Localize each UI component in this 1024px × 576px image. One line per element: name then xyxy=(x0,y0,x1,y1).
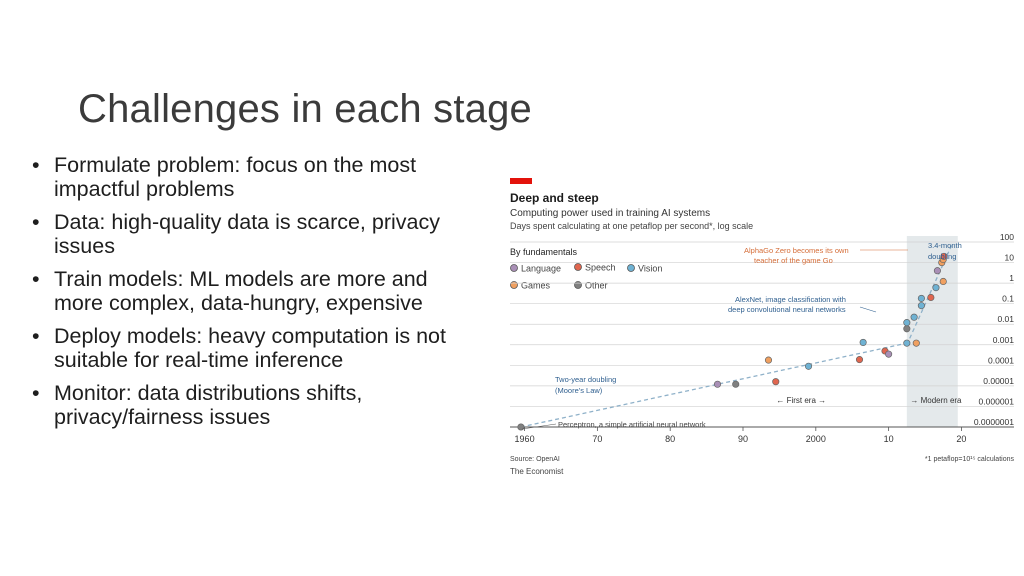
legend-label-vision: Vision xyxy=(638,264,662,274)
data-point xyxy=(517,423,525,431)
legend: Language Speech Vision Games Other xyxy=(510,263,662,291)
y-tick-label: 0.000001 xyxy=(979,396,1015,406)
bullet-text: Train models: ML models are more and mor… xyxy=(54,267,428,315)
data-point xyxy=(940,252,948,260)
y-tick-label: 0.00001 xyxy=(983,376,1014,386)
bullet-marker: • xyxy=(32,381,40,405)
data-point xyxy=(917,302,925,310)
data-point xyxy=(903,319,911,327)
data-point xyxy=(939,277,947,286)
legend-label-speech: Speech xyxy=(585,263,616,273)
data-point xyxy=(933,267,941,275)
legend-title: By fundamentals xyxy=(510,247,578,257)
era-label: → Modern era xyxy=(910,396,962,405)
x-tick-label: 80 xyxy=(665,434,675,444)
data-point xyxy=(885,350,893,358)
y-tick-label: 10 xyxy=(1005,253,1015,263)
y-tick-label: 0.01 xyxy=(997,314,1014,324)
compute-chart: Deep and steep Computing power used in t… xyxy=(510,178,1015,476)
legend-swatch-language xyxy=(510,264,518,272)
y-tick-label: 0.001 xyxy=(993,335,1015,345)
x-tick-label: 20 xyxy=(956,434,966,444)
bullet-item: • Train models: ML models are more and mo… xyxy=(30,267,470,315)
annotation-perceptron: Perceptron, a simple artificial neural n… xyxy=(558,420,706,429)
era-label: ← First era → xyxy=(776,396,826,405)
bullet-marker: • xyxy=(32,267,40,291)
bullet-marker: • xyxy=(32,324,40,348)
x-tick-label: 2000 xyxy=(806,434,826,444)
data-point xyxy=(927,293,935,302)
annotation-alphago-line2: teacher of the game Go xyxy=(754,256,833,265)
chart-subtitle-scale: Days spent calculating at one petaflop p… xyxy=(510,221,753,231)
data-point xyxy=(855,356,864,364)
data-point xyxy=(804,362,813,370)
x-tick-label: 10 xyxy=(884,434,894,444)
chart-title: Deep and steep xyxy=(510,191,599,205)
modern-era-band xyxy=(906,236,958,427)
legend-swatch-other xyxy=(574,281,582,289)
accent-bar xyxy=(510,178,532,184)
y-tick-label: 100 xyxy=(1000,232,1014,242)
chart-brand: The Economist xyxy=(510,467,564,476)
data-point xyxy=(932,284,940,292)
chart-source: Source: OpenAI xyxy=(510,456,560,463)
chart-subtitle: Computing power used in training AI syst… xyxy=(510,208,710,219)
legend-swatch-vision xyxy=(627,264,635,272)
y-tick-label: 0.1 xyxy=(1002,294,1014,304)
annotation-alexnet-line2: deep convolutional neural networks xyxy=(728,305,846,314)
y-tick-label: 0.0001 xyxy=(988,355,1014,365)
data-point xyxy=(732,380,740,388)
y-tick-label: 1 xyxy=(1009,273,1014,283)
bullet-text: Data: high-quality data is scarce, priva… xyxy=(54,210,440,258)
data-points xyxy=(517,252,948,431)
data-point xyxy=(903,325,911,333)
data-point xyxy=(764,356,773,364)
legend-swatch-speech xyxy=(574,263,582,271)
x-tick-label: 70 xyxy=(592,434,602,444)
annotation-moore-line2: (Moore's Law) xyxy=(555,386,603,395)
data-point xyxy=(903,339,911,347)
data-point xyxy=(713,380,722,388)
annotation-alexnet-leader xyxy=(859,306,877,313)
bullet-text: Deploy models: heavy computation is not … xyxy=(54,324,446,372)
annotation-moore-line1: Two-year doubling xyxy=(555,375,616,384)
data-point xyxy=(917,294,925,302)
data-point xyxy=(910,313,918,321)
data-point xyxy=(772,378,780,386)
annotation-fast-line2: doubling xyxy=(928,252,956,261)
bullet-list: • Formulate problem: focus on the most im… xyxy=(30,153,470,438)
bullet-item: • Deploy models: heavy computation is not… xyxy=(30,324,470,372)
annotation-alphago-line1: AlphaGo Zero becomes its own xyxy=(744,246,849,255)
chart-footnote: *1 petaflop=10¹⁵ calculations xyxy=(925,456,1015,463)
x-tick-label: 90 xyxy=(738,434,748,444)
legend-label-language: Language xyxy=(521,264,561,274)
y-tick-label: 0.0000001 xyxy=(974,417,1014,427)
bullet-text: Formulate problem: focus on the most imp… xyxy=(54,153,417,201)
plot-area: 100 10 1 0.1 0.01 0.001 0.0001 0.00001 0.000001 0… xyxy=(510,232,1014,444)
annotation-alexnet-line1: AlexNet, image classification with xyxy=(735,295,846,304)
bullet-text: Monitor: data distributions shifts, priv… xyxy=(54,381,363,429)
annotation-perceptron-leader xyxy=(521,423,557,430)
bullet-marker: • xyxy=(32,210,40,234)
y-axis-ticks: 100 10 1 0.1 0.01 0.001 0.0001 0.00001 0.000001 0… xyxy=(974,232,1014,427)
bullet-item: • Monitor: data distributions shifts, pri… xyxy=(30,381,470,429)
data-point xyxy=(912,339,920,347)
gridlines xyxy=(510,241,1014,428)
bullet-item: • Formulate problem: focus on the most im… xyxy=(30,153,470,201)
bullet-marker: • xyxy=(32,153,40,177)
era-labels: ← First era → → Modern era xyxy=(776,396,962,405)
legend-label-other: Other xyxy=(585,281,608,291)
data-point xyxy=(859,338,867,346)
x-tick-label: 1960 xyxy=(515,434,535,444)
legend-swatch-games xyxy=(510,281,518,289)
legend-label-games: Games xyxy=(521,281,551,291)
trendline xyxy=(520,342,907,428)
bullet-item: • Data: high-quality data is scarce, priv… xyxy=(30,210,470,258)
annotation-fast-line1: 3.4-month xyxy=(928,241,962,250)
x-axis-ticks: 1960 70 80 90 2000 10 20 xyxy=(515,427,966,444)
slide-title: Challenges in each stage xyxy=(78,86,532,131)
